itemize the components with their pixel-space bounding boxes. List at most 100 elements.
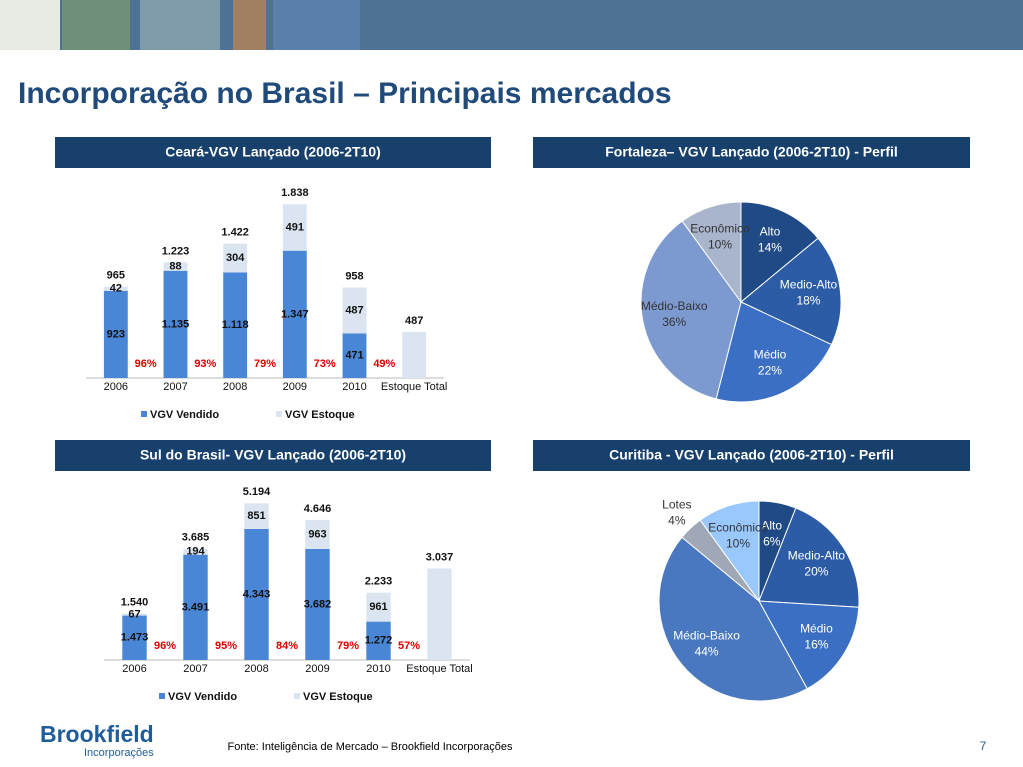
slice-name: Econômico xyxy=(708,521,768,535)
total-label: 1.540 xyxy=(121,596,149,608)
slice-name: Lotes xyxy=(662,498,691,512)
slice-name: Medio-Alto xyxy=(788,549,846,563)
chart-header xyxy=(55,440,491,471)
bar-value-label: 4.343 xyxy=(243,588,271,600)
slice-value-label: 18% xyxy=(796,294,820,308)
chart-header xyxy=(533,137,970,168)
slice-value-label: 16% xyxy=(804,638,828,652)
sold-share-label: 95% xyxy=(215,640,237,652)
x-tick-label: Estoque Total xyxy=(406,663,472,675)
pie-slice xyxy=(740,201,819,304)
chart-header xyxy=(533,440,970,471)
x-tick-label: 2006 xyxy=(122,663,146,675)
pie-slice xyxy=(658,536,808,702)
bar-value-label: 1.473 xyxy=(121,632,149,644)
header-photo xyxy=(140,0,220,50)
bar-value-label: 851 xyxy=(247,510,265,522)
sold-share-label: 93% xyxy=(194,358,216,370)
legend-label: VGV Vendido xyxy=(168,691,237,703)
bar-value-label: 1.118 xyxy=(222,319,249,331)
bar-segment xyxy=(163,262,188,271)
bar-segment xyxy=(366,621,391,660)
bar-value-label: 963 xyxy=(308,528,326,540)
x-tick-label: 2008 xyxy=(223,381,247,393)
x-tick-label: 2010 xyxy=(342,381,366,393)
bar-segment xyxy=(244,503,269,529)
bar-value-label: 471 xyxy=(345,350,363,362)
sold-share-label: 96% xyxy=(135,358,157,370)
slice-value-label: 22% xyxy=(758,364,782,378)
total-label: 1.422 xyxy=(221,227,249,239)
x-tick-label: 2007 xyxy=(183,663,207,675)
legend-swatch xyxy=(141,411,147,417)
chart-title: Ceará-VGV Lançado (2006-2T10) xyxy=(165,144,381,160)
x-tick-label: 2010 xyxy=(366,663,390,675)
bar-value-label: 1.272 xyxy=(365,635,393,647)
chart-header xyxy=(55,137,491,168)
bar-value-label: 67 xyxy=(128,608,140,620)
sold-share-label: 49% xyxy=(373,358,395,370)
chart-title: Sul do Brasil- VGV Lançado (2006-2T10) xyxy=(140,447,406,463)
total-label: 958 xyxy=(345,270,363,282)
total-label: 1.838 xyxy=(281,187,309,199)
pie-slice xyxy=(715,301,833,403)
bar-segment xyxy=(282,204,307,251)
total-label: 1.223 xyxy=(162,245,190,257)
legend-swatch xyxy=(276,411,282,417)
bar-segment xyxy=(163,270,188,378)
total-label: 4.646 xyxy=(304,503,332,515)
bar-value-label: 194 xyxy=(186,546,205,558)
bar-segment xyxy=(122,615,147,660)
bar-segment xyxy=(122,613,147,616)
bar-segment xyxy=(183,548,208,555)
sold-share-label: 79% xyxy=(254,358,276,370)
slice-value-label: 4% xyxy=(668,514,686,528)
slice-name: Médio xyxy=(754,348,787,362)
bar-segment xyxy=(244,528,269,660)
bar-segment xyxy=(366,592,391,622)
pie-slice xyxy=(758,507,860,608)
logo: Brookfield xyxy=(40,721,154,747)
sold-share-label: 73% xyxy=(314,358,336,370)
bar-value-label: 3.682 xyxy=(304,598,332,610)
total-label: 965 xyxy=(107,270,125,282)
page-number: 7 xyxy=(980,739,987,753)
pie-slice xyxy=(640,220,742,400)
legend-swatch xyxy=(294,693,300,699)
x-tick-label: Estoque Total xyxy=(381,381,447,393)
total-label: 5.194 xyxy=(243,486,271,498)
sold-share-label: 79% xyxy=(337,640,359,652)
slice-value-label: 36% xyxy=(662,315,686,329)
bar-segment xyxy=(342,287,367,334)
bar-segment xyxy=(103,290,128,378)
bar-value-label: 304 xyxy=(226,252,245,264)
slice-name: Médio xyxy=(800,622,833,636)
header-photo xyxy=(62,0,130,50)
slice-value-label: 44% xyxy=(695,645,719,659)
bar-segment xyxy=(282,250,307,378)
x-tick-label: 2008 xyxy=(244,663,268,675)
bar-value-label: 88 xyxy=(169,260,181,272)
bar-value-label: 42 xyxy=(110,283,122,295)
total-label: 487 xyxy=(405,315,423,327)
legend-label: VGV Estoque xyxy=(303,691,373,703)
slice-name: Econômico xyxy=(690,222,750,236)
bar-value-label: 1.347 xyxy=(281,308,309,320)
bar-segment xyxy=(427,568,452,660)
slice-name: Médio-Baixo xyxy=(673,629,740,643)
bar-segment xyxy=(183,554,208,660)
pie-slice xyxy=(699,500,760,603)
slice-value-label: 20% xyxy=(804,565,828,579)
slice-value-label: 10% xyxy=(726,537,750,551)
chart-title: Curitiba - VGV Lançado (2006-2T10) - Per… xyxy=(609,447,894,463)
total-label: 3.037 xyxy=(426,551,454,563)
legend-label: VGV Estoque xyxy=(285,409,355,421)
header-photo xyxy=(233,0,266,50)
sold-share-label: 84% xyxy=(276,640,298,652)
bar-value-label: 961 xyxy=(369,601,387,613)
total-label: 2.233 xyxy=(365,576,393,588)
pie-slice xyxy=(740,237,842,346)
sold-share-label: 96% xyxy=(154,640,176,652)
source-note: Fonte: Inteligência de Mercado – Brookfi… xyxy=(228,741,513,753)
bar-value-label: 3.491 xyxy=(182,601,210,613)
